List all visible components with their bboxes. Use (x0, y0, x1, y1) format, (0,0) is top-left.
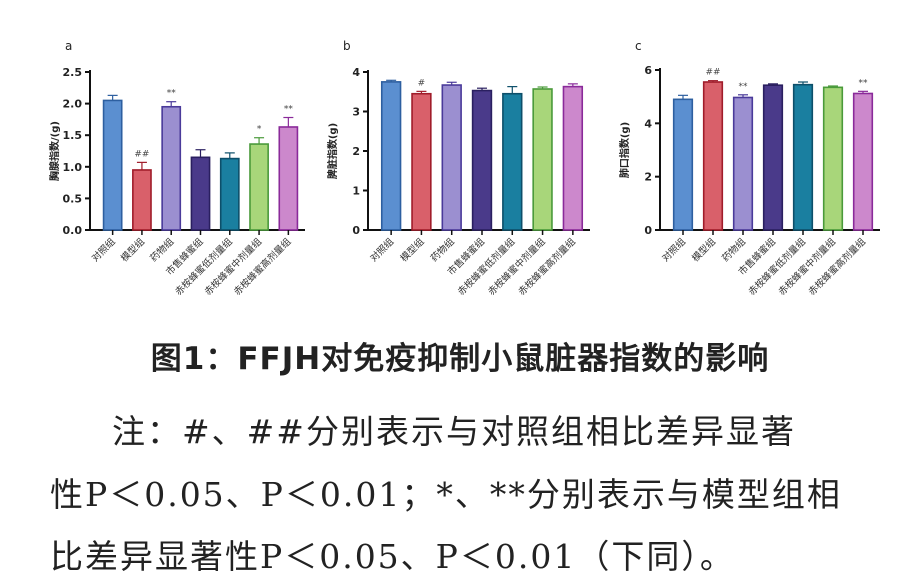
y-tick-label: 1.5 (63, 129, 83, 142)
y-tick-label: 0.0 (63, 224, 83, 237)
bar (792, 83, 814, 231)
y-axis-label: 肺口指数(g) (618, 122, 631, 178)
x-tick-label: 模型组 (118, 235, 147, 264)
panel-label: a (65, 39, 72, 53)
significance-mark: ** (739, 82, 749, 92)
bar (132, 169, 152, 231)
x-tick-label: 模型组 (689, 235, 718, 264)
significance-mark: ** (167, 89, 177, 99)
y-tick-label: 1 (352, 185, 360, 198)
bar (532, 88, 553, 231)
y-tick-label: 6 (644, 64, 652, 77)
bar (471, 89, 493, 231)
bar (702, 81, 724, 231)
bar (190, 156, 211, 231)
y-tick-label: 4 (644, 117, 652, 130)
bar (762, 84, 784, 231)
bar (672, 98, 694, 231)
y-tick-label: 0 (644, 224, 652, 237)
y-tick-label: 3 (352, 106, 360, 119)
bar (562, 85, 584, 231)
panel-label: b (343, 39, 351, 53)
y-tick-label: 0.5 (63, 192, 83, 205)
significance-mark: * (257, 125, 262, 135)
figure-charts: a 0.0 0.5 1.0 1.5 2.0 2.5 胸腺指数/(g) 对照组 ## 模型组 ** 药物组… (48, 39, 880, 298)
y-axis-label: 胸腺指数/(g) (48, 121, 61, 181)
bar (732, 96, 754, 231)
bar (102, 99, 123, 231)
bar (822, 86, 844, 231)
y-axis-label: 脾脏指数(g) (326, 123, 339, 179)
bar (441, 84, 462, 231)
bar (161, 105, 182, 231)
x-tick-label: 对照组 (659, 235, 688, 264)
y-tick-label: 1.0 (63, 161, 83, 174)
x-tick-label: 药物组 (719, 235, 748, 264)
bar (380, 81, 402, 231)
y-tick-label: 2 (352, 145, 360, 158)
y-tick-label: 2 (644, 171, 652, 184)
bar (249, 143, 269, 231)
significance-mark: ## (134, 149, 149, 159)
bar (502, 92, 523, 231)
bar (219, 157, 240, 231)
x-tick-label: 对照组 (368, 235, 397, 264)
panel-label: c (635, 39, 642, 53)
bar (411, 92, 432, 231)
y-tick-label: 0 (352, 224, 360, 237)
y-tick-label: 2.5 (63, 66, 83, 79)
significance-mark: # (418, 78, 426, 88)
bar (278, 126, 299, 231)
significance-mark: ** (284, 105, 294, 115)
figure-note-line-2: 性P＜0.05、P＜0.01；*、**分别表示与模型组相 (50, 475, 842, 514)
y-tick-label: 2.0 (63, 98, 83, 111)
x-tick-label: 对照组 (89, 235, 118, 264)
figure-caption-title: 图1：FFJH对免疫抑制小鼠脏器指数的影响 (150, 341, 770, 377)
figure-note-line-3: 比差异显著性P＜0.05、P＜0.01（下同）。 (50, 537, 735, 576)
y-tick-label: 4 (352, 66, 360, 79)
figure-note-line-1: 注：#、##分别表示与对照组相比差异显著 (112, 412, 796, 451)
x-tick-label: 药物组 (148, 235, 177, 264)
x-tick-label: 模型组 (398, 235, 427, 264)
significance-mark: ## (705, 68, 720, 78)
bar (852, 92, 874, 231)
x-tick-label: 药物组 (428, 235, 457, 264)
significance-mark: ** (859, 78, 869, 88)
